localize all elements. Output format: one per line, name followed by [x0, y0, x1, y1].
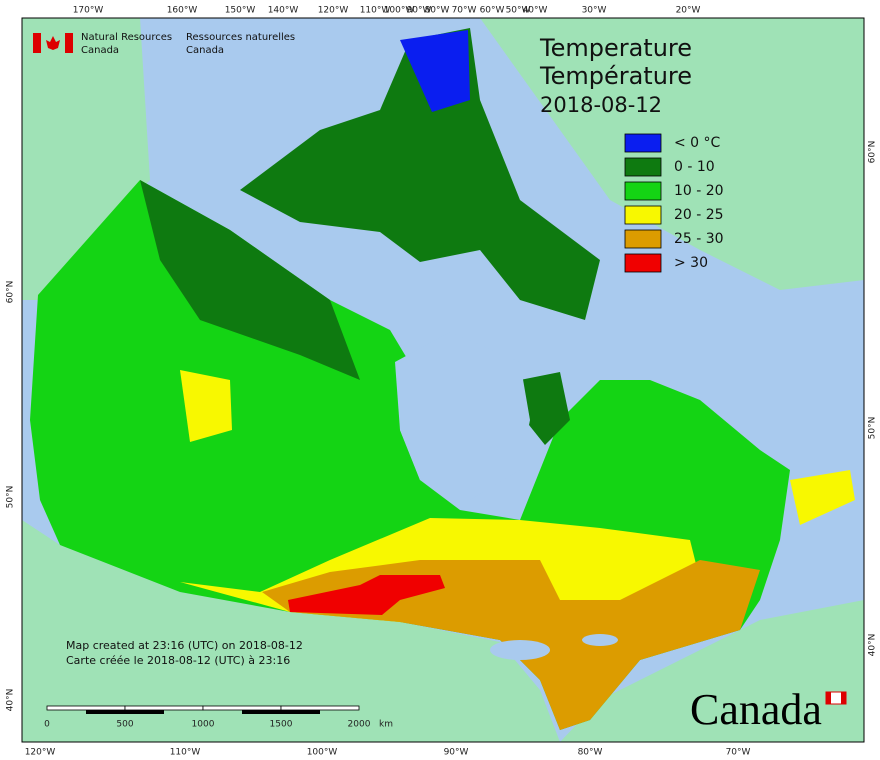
scale-unit: km — [379, 720, 393, 730]
hudson-bay — [395, 332, 530, 500]
lake — [490, 640, 550, 660]
greenland — [480, 18, 864, 290]
legend-label: 25 - 30 — [674, 231, 724, 247]
scale-segment — [124, 705, 204, 711]
scale-segment — [125, 710, 164, 714]
usa-west — [22, 520, 560, 742]
wordmark-text: Canada — [690, 685, 822, 734]
longitude-label: 80°W — [578, 748, 603, 758]
longitude-label: 80°W — [425, 6, 450, 16]
map — [21, 17, 865, 743]
agency-fr: Ressources naturelles — [186, 32, 295, 43]
legend-label: 0 - 10 — [674, 159, 715, 175]
zone-north — [140, 180, 360, 380]
latitude-label: 50°N — [6, 486, 16, 509]
latitude-label: 50°N — [868, 417, 878, 440]
legend-label: > 30 — [674, 255, 708, 271]
maple-leaf — [46, 36, 60, 50]
title: Temperature — [539, 34, 692, 62]
longitude-label: 70°W — [452, 6, 477, 16]
legend-label: < 0 °C — [674, 135, 721, 151]
legend-swatch — [624, 133, 662, 153]
longitude-label: 50°W — [506, 6, 531, 16]
longitude-label: 150°W — [225, 6, 256, 16]
alaska — [22, 18, 150, 300]
longitude-label: 70°W — [726, 748, 751, 758]
flag-bar — [826, 692, 831, 704]
legend-swatch — [624, 253, 662, 273]
zone-very-hot — [288, 575, 445, 615]
flag-bar — [65, 33, 73, 53]
zone-warm-west — [180, 370, 232, 442]
note: Map created at 23:16 (UTC) on 2018-08-12 — [66, 639, 303, 652]
longitude-label: 140°W — [268, 6, 299, 16]
agency-en: Canada — [81, 45, 119, 56]
ice-cap — [400, 30, 470, 112]
arctic-islands — [240, 28, 600, 320]
legend-label: 10 - 20 — [674, 183, 724, 199]
scale-label: 1500 — [270, 720, 293, 730]
agency-fr: Canada — [186, 45, 224, 56]
longitude-label: 170°W — [73, 6, 104, 16]
longitude-label: 100°W — [307, 748, 338, 758]
scale-label: 0 — [44, 720, 50, 730]
legend: < 0 °C 0 - 10 10 - 20 20 - 25 25 - 30 > 30 — [624, 133, 724, 273]
longitude-label: 60°W — [480, 6, 505, 16]
scale-segment — [86, 710, 125, 714]
newfoundland — [790, 470, 855, 525]
latitude-label: 60°N — [868, 141, 878, 164]
longitude-label: 40°W — [523, 6, 548, 16]
date: 2018-08-12 — [540, 93, 662, 117]
agency-block: Natural Resources Canada Ressources natu… — [33, 32, 295, 56]
latitude-label: 60°N — [6, 281, 16, 304]
flag-bar — [33, 33, 41, 53]
longitude-label: 160°W — [167, 6, 198, 16]
flag-bar — [841, 692, 846, 704]
note: Carte créée le 2018-08-12 (UTC) à 23:16 — [66, 654, 290, 667]
title: Température — [539, 62, 692, 90]
wordmark: Canada — [690, 685, 847, 734]
longitude-label: 120°W — [25, 748, 56, 758]
scale-segment — [280, 705, 360, 711]
legend-swatch — [624, 229, 662, 249]
lake — [582, 634, 618, 646]
longitude-label: 30°W — [582, 6, 607, 16]
scale-label: 500 — [116, 720, 133, 730]
latitude-label: 40°N — [868, 634, 878, 657]
agency-en: Natural Resources — [81, 32, 172, 43]
longitude-label: 120°W — [318, 6, 349, 16]
legend-label: 20 - 25 — [674, 207, 724, 223]
scale-segment — [202, 705, 282, 711]
usa-east — [560, 600, 864, 742]
graticule: 170°W 160°W 150°W 140°W 120°W 110°W100°W90°W8… — [6, 6, 878, 758]
legend-swatch — [624, 181, 662, 201]
latitude-label: 40°N — [6, 689, 16, 712]
scale-bar: 0 500 1000 1500 2000 km — [44, 705, 393, 730]
legend-swatch — [624, 205, 662, 225]
longitude-label: 100°W — [384, 6, 415, 16]
longitude-label: 90°W — [444, 748, 469, 758]
scale-label: 2000 — [348, 720, 371, 730]
labrador-high — [520, 372, 570, 445]
frame — [21, 17, 865, 743]
scale-segment — [46, 705, 126, 711]
longitude-label: 110°W — [170, 748, 201, 758]
longitude-label: 20°W — [676, 6, 701, 16]
scale-segment — [242, 710, 281, 714]
legend-swatch — [624, 157, 662, 177]
longitude-label: 110°W — [360, 6, 391, 16]
scale-label: 1000 — [192, 720, 215, 730]
longitude-label: 90°W — [407, 6, 432, 16]
scale-segment — [281, 710, 320, 714]
